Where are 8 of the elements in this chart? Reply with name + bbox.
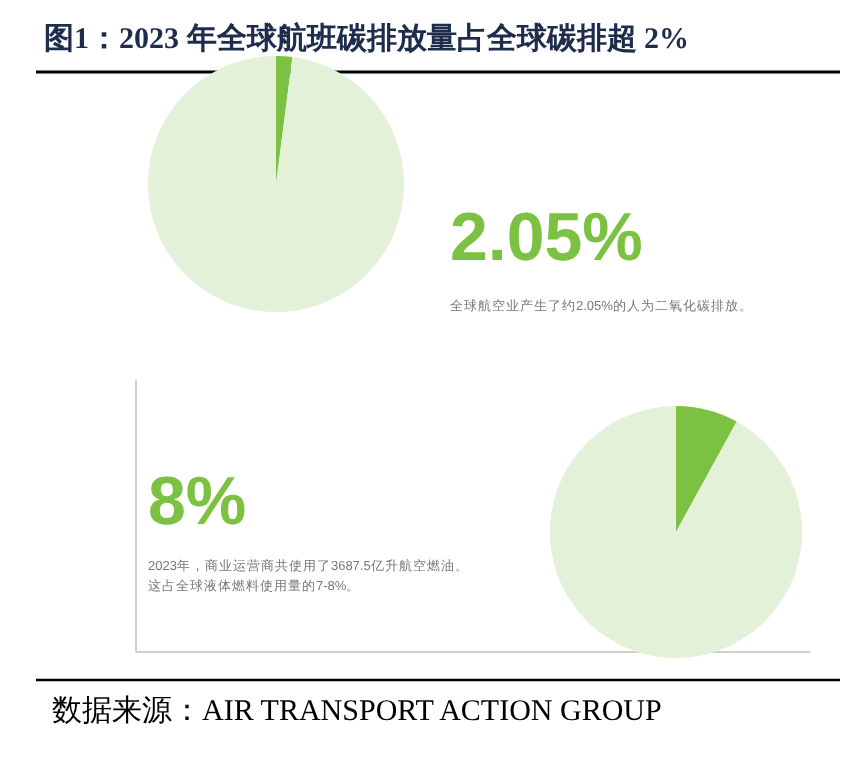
text: 2.05% bbox=[450, 200, 643, 276]
pie-slice bbox=[148, 56, 404, 312]
source-note: 数据来源：AIR TRANSPORT ACTION GROUP bbox=[52, 694, 662, 728]
pie-slice bbox=[550, 406, 802, 658]
text: 8% bbox=[148, 464, 247, 540]
pie-slice bbox=[276, 56, 293, 184]
chart-title: 图1：2023 年全球航班碳排放量占全球碳排超 2% bbox=[44, 20, 689, 56]
pie-slice bbox=[676, 406, 737, 532]
